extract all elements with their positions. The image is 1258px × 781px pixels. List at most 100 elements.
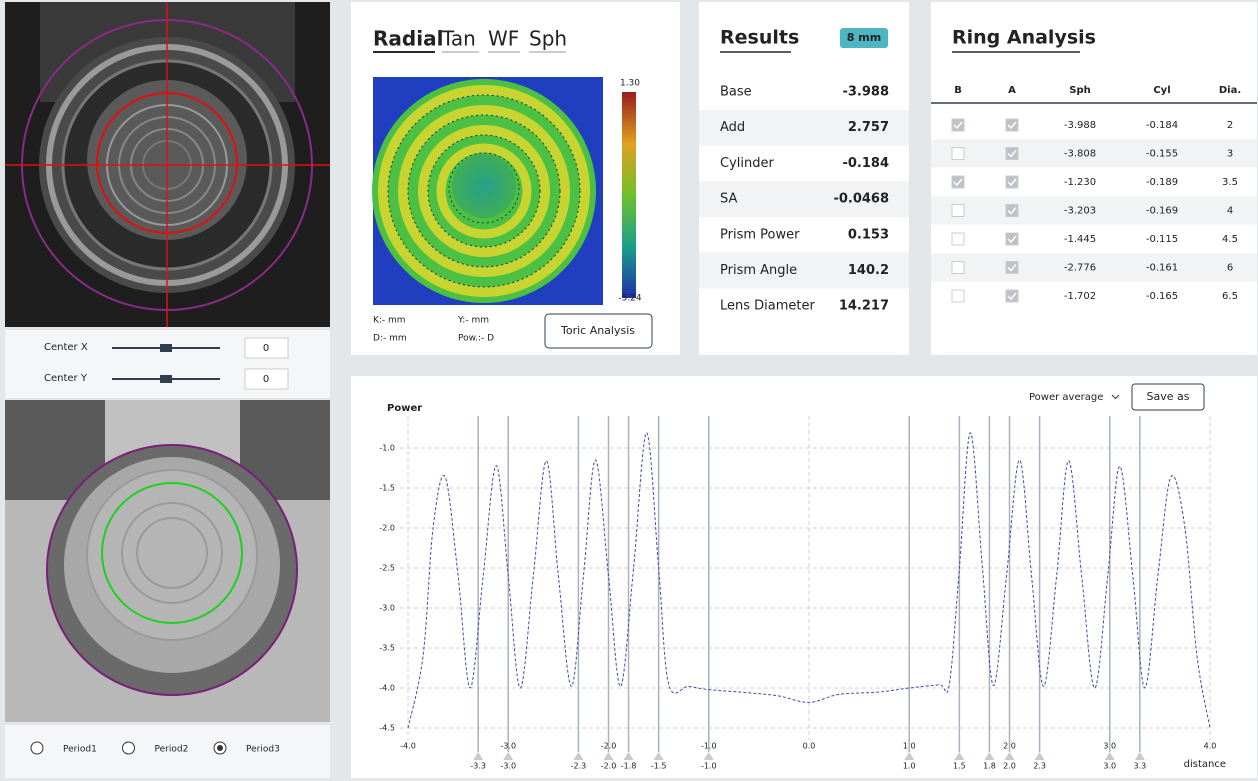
tab[interactable]: Sph — [529, 27, 567, 51]
cell: 2 — [1227, 120, 1233, 131]
checkbox[interactable] — [951, 289, 965, 303]
cell: -3.808 — [1064, 149, 1096, 160]
column-header: Cyl — [1153, 85, 1170, 96]
slider-label: Center Y — [44, 373, 88, 384]
results-panel — [699, 2, 909, 355]
cell: -1.445 — [1064, 234, 1096, 245]
marker-label: 3.3 — [1133, 762, 1146, 771]
marker-label: -1.8 — [621, 762, 637, 771]
marker-handle[interactable] — [623, 752, 634, 760]
row-bg — [931, 139, 1257, 168]
checkbox[interactable] — [951, 232, 965, 246]
column-header: A — [1008, 85, 1016, 96]
y-axis-label: Power — [387, 403, 422, 414]
cell: -2.776 — [1064, 263, 1096, 274]
marker-handle[interactable] — [473, 752, 484, 760]
marker-handle[interactable] — [984, 752, 995, 760]
checkbox[interactable] — [1005, 232, 1019, 246]
marker-handle[interactable] — [1134, 752, 1145, 760]
marker-handle[interactable] — [573, 752, 584, 760]
marker-label: -3.3 — [470, 762, 486, 771]
checkbox[interactable] — [951, 118, 965, 132]
marker-handle[interactable] — [954, 752, 965, 760]
column-header: Dia. — [1219, 85, 1241, 96]
checkbox[interactable] — [1005, 289, 1019, 303]
cell: 3.5 — [1222, 177, 1238, 188]
slider-label: Center X — [44, 342, 88, 353]
checkbox[interactable] — [1005, 147, 1019, 160]
cell: -1.702 — [1064, 291, 1096, 302]
marker-handle[interactable] — [904, 752, 915, 760]
marker-handle[interactable] — [703, 752, 714, 760]
radio[interactable] — [122, 741, 135, 755]
ring-panel — [931, 2, 1257, 355]
marker-handle[interactable] — [1004, 752, 1015, 760]
marker-handle[interactable] — [1104, 752, 1115, 760]
checkmark — [1007, 121, 1017, 130]
checkbox[interactable] — [1005, 175, 1019, 189]
cell: -1.230 — [1064, 177, 1096, 188]
cell: 6 — [1227, 263, 1233, 274]
radio-bg — [5, 725, 330, 778]
marker-label: 1.5 — [953, 762, 966, 771]
marker-label: 1.8 — [983, 762, 996, 771]
cell: 4 — [1227, 206, 1233, 217]
camera-top — [5, 2, 330, 327]
result-label: Prism Power — [720, 227, 800, 242]
result-value: 14.217 — [839, 299, 889, 314]
cell: -0.169 — [1146, 206, 1178, 217]
checkbox[interactable] — [1005, 261, 1019, 274]
checkbox[interactable] — [951, 204, 965, 217]
y-tick-label: -3.0 — [379, 604, 395, 613]
result-value: 0.153 — [848, 227, 889, 242]
row-bg — [931, 196, 1257, 225]
radio[interactable] — [30, 741, 44, 755]
checkbox[interactable] — [1005, 204, 1019, 217]
marker-handle[interactable] — [1034, 752, 1045, 760]
column-header: B — [954, 85, 962, 96]
x-tick-label: 0.0 — [803, 742, 816, 751]
toric-button[interactable] — [544, 313, 653, 349]
x-tick-label: -4.0 — [400, 742, 416, 751]
checkbox[interactable] — [951, 261, 965, 274]
row-bg — [699, 252, 909, 289]
marker-handle[interactable] — [603, 752, 614, 760]
radio-label: Period1 — [63, 745, 97, 755]
tab[interactable]: Tan — [441, 27, 476, 51]
checkbox[interactable] — [951, 175, 965, 189]
checkmark — [1007, 207, 1017, 215]
result-value: -0.0468 — [833, 192, 889, 207]
input-value: 0 — [263, 343, 269, 354]
result-label: Lens Diameter — [720, 299, 816, 314]
marker-handle[interactable] — [503, 752, 514, 760]
marker-label: -2.0 — [601, 762, 617, 771]
checkbox[interactable] — [951, 147, 965, 160]
slider-thumb[interactable] — [160, 375, 172, 383]
y-tick-label: -2.0 — [379, 524, 395, 533]
checkmark — [953, 178, 963, 187]
row-bg — [699, 109, 909, 146]
info-text: D:- mm — [373, 334, 407, 344]
tab[interactable]: WF — [488, 27, 519, 51]
power-line — [407, 432, 1211, 729]
slider-thumb[interactable] — [160, 344, 172, 352]
dropdown[interactable]: Power average — [1029, 392, 1103, 403]
checkmark — [1007, 292, 1017, 301]
cell: 6.5 — [1222, 291, 1238, 302]
ring-title: Ring Analysis — [952, 27, 1096, 49]
marker-label: -2.3 — [571, 762, 587, 771]
info-text: Pow.:- D — [458, 334, 494, 344]
tab[interactable]: Radial — [373, 27, 443, 51]
y-tick-label: -3.5 — [379, 644, 395, 653]
save-button[interactable] — [1131, 383, 1205, 411]
badge — [840, 28, 888, 48]
marker-handle[interactable] — [653, 752, 664, 760]
checkbox[interactable] — [1005, 118, 1019, 132]
input-box[interactable] — [244, 337, 289, 359]
results-title: Results — [720, 27, 799, 49]
badge-text: 8 mm — [847, 31, 881, 44]
x-tick-label: 4.0 — [1204, 742, 1217, 751]
heatmap — [372, 77, 636, 305]
y-tick-label: -1.5 — [379, 484, 395, 493]
input-box[interactable] — [244, 368, 289, 390]
